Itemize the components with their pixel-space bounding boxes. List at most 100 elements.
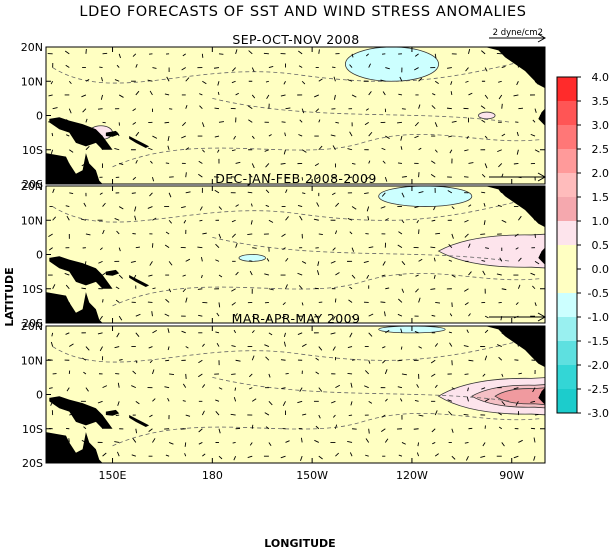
wind-vector (530, 400, 536, 403)
wind-vector (185, 297, 188, 303)
wind-vector (65, 205, 70, 207)
wind-vector (218, 302, 221, 308)
wind-vector (135, 313, 141, 317)
wind-vector (268, 373, 271, 378)
wind-vector (368, 63, 371, 68)
wind-vector (434, 53, 437, 59)
wind-vector (282, 247, 286, 251)
colorbar: 4.0 3.5 3.0 2.5 2.0 1.5 1.0 0.5 0.0 -0.5 -1.0 -1.5 -… (556, 71, 610, 420)
wind-vector (235, 49, 238, 54)
wind-vector (131, 454, 136, 457)
wind-vector (418, 77, 423, 82)
wind-vector (69, 149, 74, 153)
wind-vector (299, 387, 303, 392)
wind-vector (167, 328, 170, 333)
wind-vector (315, 357, 320, 361)
wind-vector (501, 288, 507, 291)
wind-vector (167, 346, 170, 351)
wind-vector (199, 206, 203, 211)
wind-vector (332, 346, 336, 351)
colorbar-segment (557, 341, 577, 365)
wind-vector (283, 332, 286, 338)
wind-vector (184, 442, 187, 447)
wind-vector (135, 90, 140, 96)
wind-vector (181, 67, 186, 71)
wind-vector (214, 135, 220, 138)
wind-vector (463, 345, 469, 347)
wind-vector (231, 288, 236, 292)
colorbar-segment (557, 221, 577, 245)
wind-vector (216, 312, 220, 317)
wind-vector (218, 121, 224, 123)
wind-vector (484, 94, 489, 99)
wind-vector (152, 217, 157, 221)
wind-vector (252, 398, 257, 402)
wind-vector (119, 359, 123, 361)
wind-vector (513, 455, 519, 459)
wind-vector (351, 94, 357, 98)
colorbar-segment (557, 101, 577, 125)
wind-vector (81, 287, 86, 290)
wind-vector (115, 299, 120, 303)
colorbar-segment (557, 365, 577, 389)
wind-vector (102, 452, 107, 457)
wind-vector (434, 453, 439, 457)
y-tick-label: 10N (21, 75, 43, 88)
wind-vector (182, 400, 186, 402)
contour-line (112, 413, 542, 447)
wind-vector (281, 387, 286, 390)
wind-vector (316, 202, 320, 207)
wind-vector (215, 243, 220, 248)
wind-vector (384, 438, 389, 443)
wind-vector (464, 219, 469, 223)
wind-vector (248, 50, 253, 55)
wind-vector (347, 79, 353, 82)
wind-vector (448, 331, 452, 334)
wind-vector (350, 382, 353, 388)
wind-vector (314, 94, 319, 98)
wind-vector (164, 313, 170, 317)
wind-vector (202, 453, 206, 457)
wind-vector (117, 451, 120, 457)
wind-vector (215, 331, 220, 334)
wind-vector (235, 271, 239, 276)
wind-vector (430, 246, 436, 249)
wind-vector (148, 274, 153, 277)
wind-vector (518, 372, 522, 375)
colorbar-label: 3.0 (592, 119, 610, 132)
wind-vector (265, 204, 270, 207)
wind-vector (532, 285, 536, 290)
wind-vector (463, 413, 469, 416)
wind-vector (181, 330, 186, 334)
wind-vector (132, 53, 137, 57)
wind-vector (135, 246, 140, 249)
wind-vector (148, 346, 153, 349)
wind-vector (301, 80, 306, 85)
wind-vector (152, 329, 157, 334)
wind-vector (251, 355, 255, 361)
x-tick-label: 150W (296, 469, 328, 482)
wind-vector (198, 359, 203, 364)
wind-vector (215, 399, 220, 402)
wind-vector (349, 332, 353, 338)
wind-vector (447, 399, 453, 402)
wind-vector (534, 260, 540, 265)
wind-vector (152, 369, 155, 375)
wind-vector (198, 373, 203, 378)
wind-vector (534, 302, 537, 307)
panel-plot-area (46, 186, 545, 323)
wind-vector (284, 132, 286, 137)
wind-vector (131, 192, 136, 194)
wind-vector (401, 442, 406, 445)
wind-vector (285, 440, 290, 443)
wind-vector (114, 441, 120, 443)
wind-vector (401, 373, 407, 376)
wind-vector (81, 357, 87, 361)
wind-vector (233, 397, 237, 402)
wind-vector (532, 387, 536, 393)
wind-vector (368, 400, 373, 404)
wind-vector (264, 344, 270, 347)
wind-vector (385, 135, 390, 139)
wind-vector (266, 94, 270, 99)
